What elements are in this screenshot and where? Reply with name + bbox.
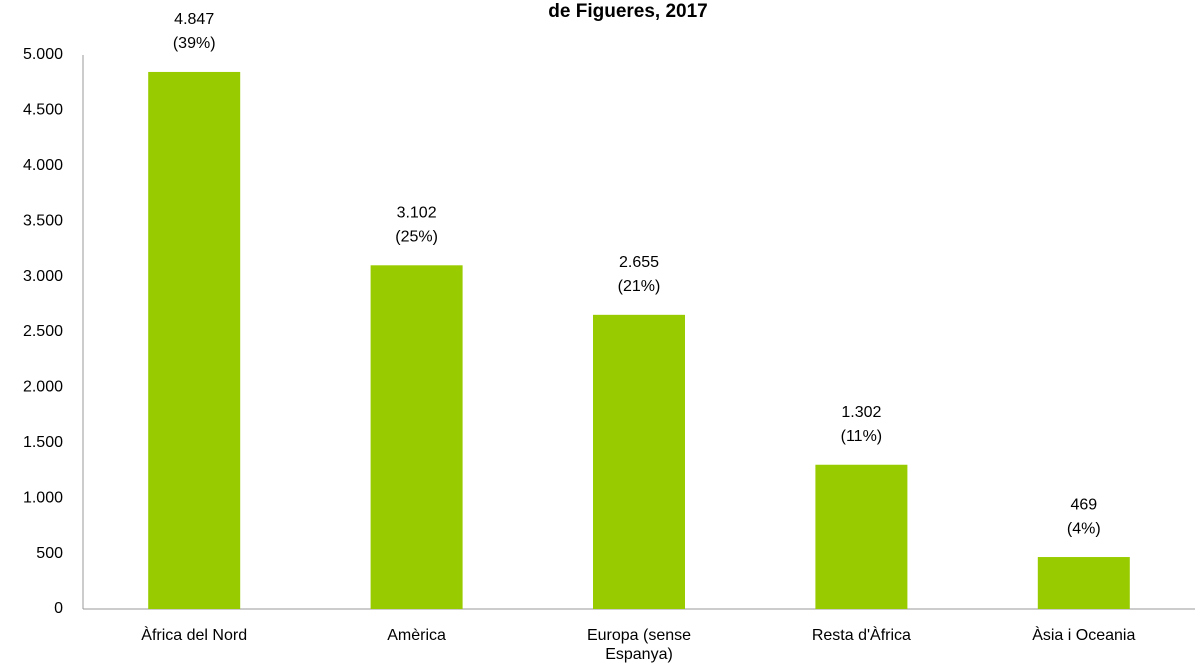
- value-label: 4.847: [174, 11, 214, 28]
- y-tick-label: 1.500: [23, 434, 63, 451]
- x-tick-label: Europa (sense Espanya): [586, 627, 692, 663]
- y-tick-label: 3.000: [23, 268, 63, 285]
- value-label: 1.302: [841, 404, 881, 421]
- y-tick-label: 3.500: [23, 212, 63, 229]
- y-tick-label: 0: [54, 600, 63, 617]
- y-tick-label: 2.000: [23, 379, 63, 396]
- y-tick-label: 500: [36, 545, 63, 562]
- x-tick-label: Resta d'Àfrica: [811, 627, 911, 644]
- bar: [815, 464, 908, 609]
- percent-label: (25%): [395, 229, 438, 246]
- bar: [148, 71, 241, 610]
- bar: [1037, 557, 1130, 609]
- y-tick-label: 4.000: [23, 157, 63, 174]
- percent-label: (21%): [618, 278, 661, 295]
- value-label: 3.102: [397, 205, 437, 222]
- bar: [370, 265, 463, 609]
- bar: [593, 314, 685, 609]
- chart-title: de Figueres, 2017: [548, 1, 707, 22]
- y-tick-label: 1.000: [23, 489, 63, 506]
- value-label: 469: [1070, 496, 1097, 513]
- x-tick-label: Àfrica del Nord: [141, 627, 248, 644]
- percent-label: (11%): [841, 428, 883, 445]
- x-tick-label: Amèrica: [387, 627, 446, 644]
- percent-label: (39%): [173, 35, 216, 52]
- y-tick-label: 2.500: [23, 323, 63, 340]
- percent-label: (4%): [1067, 520, 1101, 537]
- y-tick-label: 5.000: [23, 46, 63, 63]
- value-label: 2.655: [619, 254, 659, 271]
- y-tick-label: 4.500: [23, 102, 63, 119]
- x-tick-label: Àsia i Oceania: [1032, 627, 1136, 644]
